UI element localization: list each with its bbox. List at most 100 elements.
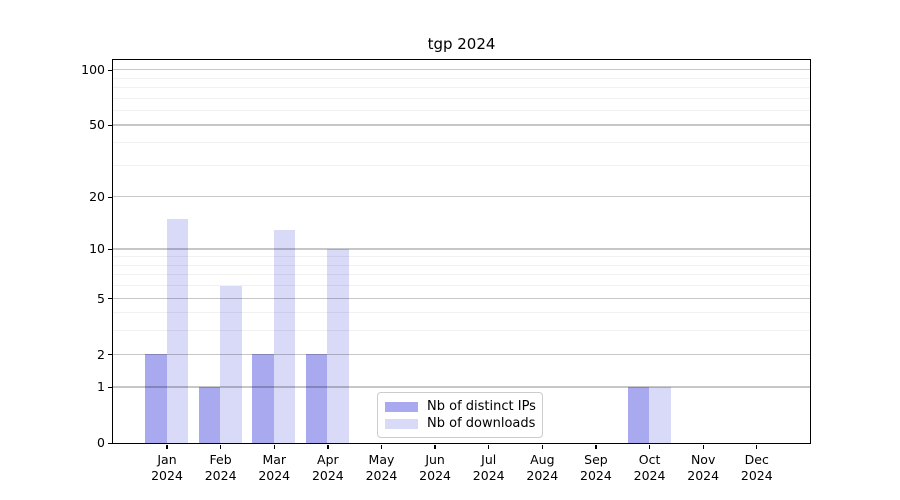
x-tick-mark <box>273 444 275 450</box>
y-tick-label: 100 <box>81 62 105 78</box>
y-tick-label: 0 <box>97 435 105 451</box>
y-tick-mark <box>108 69 114 71</box>
x-tick-label: Nov 2024 <box>670 452 736 483</box>
x-tick-mark <box>380 444 383 450</box>
x-tick-label: Aug 2024 <box>509 452 575 483</box>
x-tick-year: 2024 <box>204 467 237 483</box>
gridline-minor <box>113 312 810 314</box>
x-tick-mark <box>702 444 704 450</box>
legend-item: Nb of distinct IPs <box>385 398 536 415</box>
x-tick-mark <box>219 444 222 450</box>
y-tick-label: 5 <box>97 290 105 306</box>
y-tick-label: 20 <box>89 189 105 205</box>
x-tick-year: 2024 <box>687 467 720 483</box>
x-tick-month: Feb <box>209 452 232 468</box>
x-tick-label: Oct 2024 <box>617 452 683 483</box>
x-tick-month: Sep <box>584 452 608 468</box>
x-tick-mark <box>327 444 329 450</box>
gridline-minor <box>113 264 810 266</box>
x-tick-year: 2024 <box>151 467 183 483</box>
legend-label: Nb of distinct IPs <box>427 399 536 414</box>
x-tick-label: Jun 2024 <box>402 452 468 483</box>
gridline-minor <box>113 285 810 287</box>
x-tick-mark <box>648 444 651 450</box>
y-tick-mark <box>108 196 114 198</box>
bar-downloads-jan <box>166 218 188 443</box>
y-tick-mark <box>108 124 114 127</box>
gridline-major <box>113 297 810 299</box>
bar-distinct-ips-jan <box>145 354 167 443</box>
gridline-major <box>113 386 810 388</box>
y-tick-label: 50 <box>89 117 105 133</box>
y-tick-label: 10 <box>89 241 105 257</box>
x-tick-label: Apr 2024 <box>295 452 361 483</box>
x-tick-label: May 2024 <box>348 452 414 483</box>
bar-downloads-mar <box>273 229 296 443</box>
x-tick-mark <box>166 444 168 450</box>
x-tick-month: Mar <box>262 452 287 468</box>
legend: Nb of distinct IPs Nb of downloads <box>377 392 543 438</box>
bar-distinct-ips-oct <box>627 386 650 443</box>
bar-downloads-feb <box>220 285 242 443</box>
x-tick-year: 2024 <box>258 467 291 483</box>
gridline-major <box>113 353 810 355</box>
bars-layer <box>113 60 810 443</box>
chart-title: tgp 2024 <box>427 35 496 53</box>
x-tick-month: Apr <box>317 452 339 468</box>
y-tick-mark <box>108 442 114 445</box>
gridline-major <box>113 124 810 126</box>
gridline-major <box>113 196 810 198</box>
x-tick-year: 2024 <box>365 467 398 483</box>
x-tick-mark <box>434 444 436 450</box>
legend-item: Nb of downloads <box>385 415 536 432</box>
x-tick-month: Jan <box>157 452 177 468</box>
grid-layer <box>113 60 810 443</box>
x-tick-month: Oct <box>638 452 661 468</box>
plot-area <box>112 59 811 444</box>
x-tick-year: 2024 <box>311 467 344 483</box>
x-tick-year: 2024 <box>472 467 505 483</box>
gridline-minor <box>113 142 810 144</box>
x-tick-month: Dec <box>744 452 769 468</box>
x-tick-label: Jul 2024 <box>456 452 522 483</box>
y-tick-mark <box>108 386 114 389</box>
y-tick-mark <box>108 248 114 251</box>
gridline-major <box>113 69 810 71</box>
legend-swatch-nb-of-downloads <box>385 418 418 429</box>
x-tick-month: Jun <box>425 452 445 468</box>
gridline-minor <box>113 274 810 276</box>
x-tick-month: Nov <box>690 452 716 468</box>
gridline-minor <box>113 110 810 112</box>
x-tick-month: May <box>368 452 395 468</box>
bar-downloads-apr <box>327 249 349 443</box>
x-tick-year: 2024 <box>633 467 666 483</box>
y-tick-mark <box>108 353 114 356</box>
x-tick-month: Jul <box>481 452 497 468</box>
gridline-major <box>113 248 810 250</box>
x-tick-year: 2024 <box>526 467 559 483</box>
x-tick-mark <box>541 444 543 450</box>
bar-downloads-oct <box>649 386 671 443</box>
gridline-minor <box>113 77 810 79</box>
x-tick-label: Mar 2024 <box>241 452 307 483</box>
x-tick-mark <box>488 444 490 450</box>
x-tick-label: Feb 2024 <box>188 452 254 483</box>
legend-swatch-nb-of-distinct-ips <box>385 401 418 412</box>
x-tick-mark <box>595 444 597 450</box>
gridline-minor <box>113 97 810 99</box>
x-tick-label: Dec 2024 <box>724 452 790 483</box>
gridline-minor <box>113 330 810 332</box>
gridline-minor <box>113 164 810 166</box>
x-tick-year: 2024 <box>419 467 451 483</box>
legend-label: Nb of downloads <box>427 416 536 431</box>
x-tick-year: 2024 <box>740 467 773 483</box>
x-tick-year: 2024 <box>580 467 612 483</box>
x-tick-label: Jan 2024 <box>134 452 200 483</box>
bar-distinct-ips-apr <box>306 354 328 443</box>
gridline-minor <box>113 256 810 258</box>
x-tick-label: Sep 2024 <box>563 452 629 483</box>
x-tick-mark <box>756 444 758 450</box>
y-tick-label: 2 <box>97 346 105 362</box>
bar-distinct-ips-feb <box>198 386 221 443</box>
